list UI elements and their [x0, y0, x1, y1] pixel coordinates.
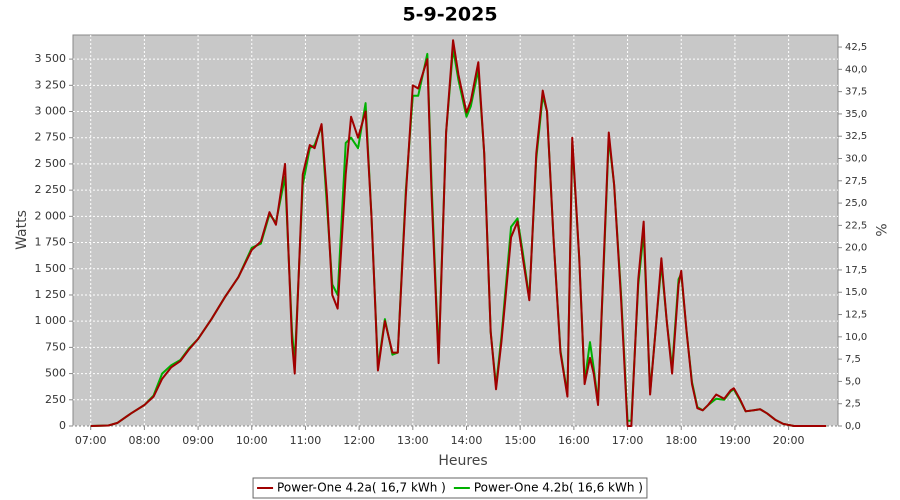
plot-area: [72, 34, 839, 427]
y2-tick-label: 20,0: [845, 243, 867, 254]
legend-item: Power-One 4.2a( 16,7 kWh ): [257, 481, 446, 495]
legend-box: [252, 477, 648, 499]
x-tick-label: 14:00: [451, 434, 483, 447]
y2-tick-label: 15,0: [845, 287, 867, 298]
legend-text: Power-One 4.2b( 16,6 kWh ): [474, 481, 643, 495]
legend: Power-One 4.2a( 16,7 kWh ) Power-One 4.2b…: [252, 477, 648, 499]
x-tick-label: 11:00: [290, 434, 322, 447]
y2-tick-label: 0,0: [845, 421, 861, 432]
y2-tick-label: 32,5: [845, 131, 867, 142]
x-tick-label: 09:00: [182, 434, 214, 447]
y-tick-label: 750: [45, 340, 66, 353]
y-tick-label: 2 000: [35, 209, 67, 222]
y2-tick-label: 17,5: [845, 265, 867, 276]
y-tick-label: 1 000: [35, 314, 67, 327]
series-line: [90, 39, 827, 427]
legend-item: Power-One 4.2b( 16,6 kWh ): [453, 481, 643, 495]
y2-tick-label: 2,5: [845, 399, 861, 410]
y2-tick-label: 7,5: [845, 354, 861, 365]
x-tick-label: 16:00: [558, 434, 590, 447]
y-tick-label: 2 500: [35, 157, 67, 170]
y-tick-label: 1 750: [35, 236, 67, 249]
y-tick-label: 2 250: [35, 183, 67, 196]
y-tick-label: 0: [59, 419, 66, 432]
x-tick-label: 17:00: [612, 434, 644, 447]
x-tick-label: 08:00: [129, 434, 161, 447]
y-tick-label: 3 000: [35, 105, 67, 118]
y2-tick-label: 40,0: [845, 64, 867, 75]
x-tick-label: 10:00: [236, 434, 268, 447]
y-tick-label: 500: [45, 367, 66, 380]
x-tick-label: 15:00: [504, 434, 536, 447]
y2-tick-label: 10,0: [845, 332, 867, 343]
y2-tick-label: 27,5: [845, 176, 867, 187]
y2-tick-label: 22,5: [845, 220, 867, 231]
y2-tick-label: 42,5: [845, 42, 867, 53]
y2-axis-label: %: [872, 223, 888, 236]
x-tick-label: 13:00: [397, 434, 429, 447]
y2-tick-label: 30,0: [845, 153, 867, 164]
y-tick-label: 3 500: [35, 52, 67, 65]
y-tick-label: 250: [45, 393, 66, 406]
y-axis-label: Watts: [14, 210, 30, 250]
y2-tick-label: 37,5: [845, 87, 867, 98]
x-tick-label: 07:00: [75, 434, 107, 447]
x-tick-label: 18:00: [665, 434, 697, 447]
legend-text: Power-One 4.2a( 16,7 kWh ): [277, 481, 446, 495]
y-tick-label: 1 250: [35, 288, 67, 301]
y2-tick-label: 35,0: [845, 109, 867, 120]
y-tick-label: 1 500: [35, 262, 67, 275]
x-tick-label: 12:00: [343, 434, 375, 447]
x-tick-label: 20:00: [773, 434, 805, 447]
y2-tick-label: 12,5: [845, 310, 867, 321]
y2-tick-label: 5,0: [845, 376, 861, 387]
y-tick-label: 3 250: [35, 78, 67, 91]
x-axis-label: Heures: [438, 453, 487, 469]
y-tick-label: 2 750: [35, 131, 67, 144]
y2-tick-label: 25,0: [845, 198, 867, 209]
x-tick-label: 19:00: [719, 434, 751, 447]
chart-title: 5-9-2025: [402, 4, 497, 26]
